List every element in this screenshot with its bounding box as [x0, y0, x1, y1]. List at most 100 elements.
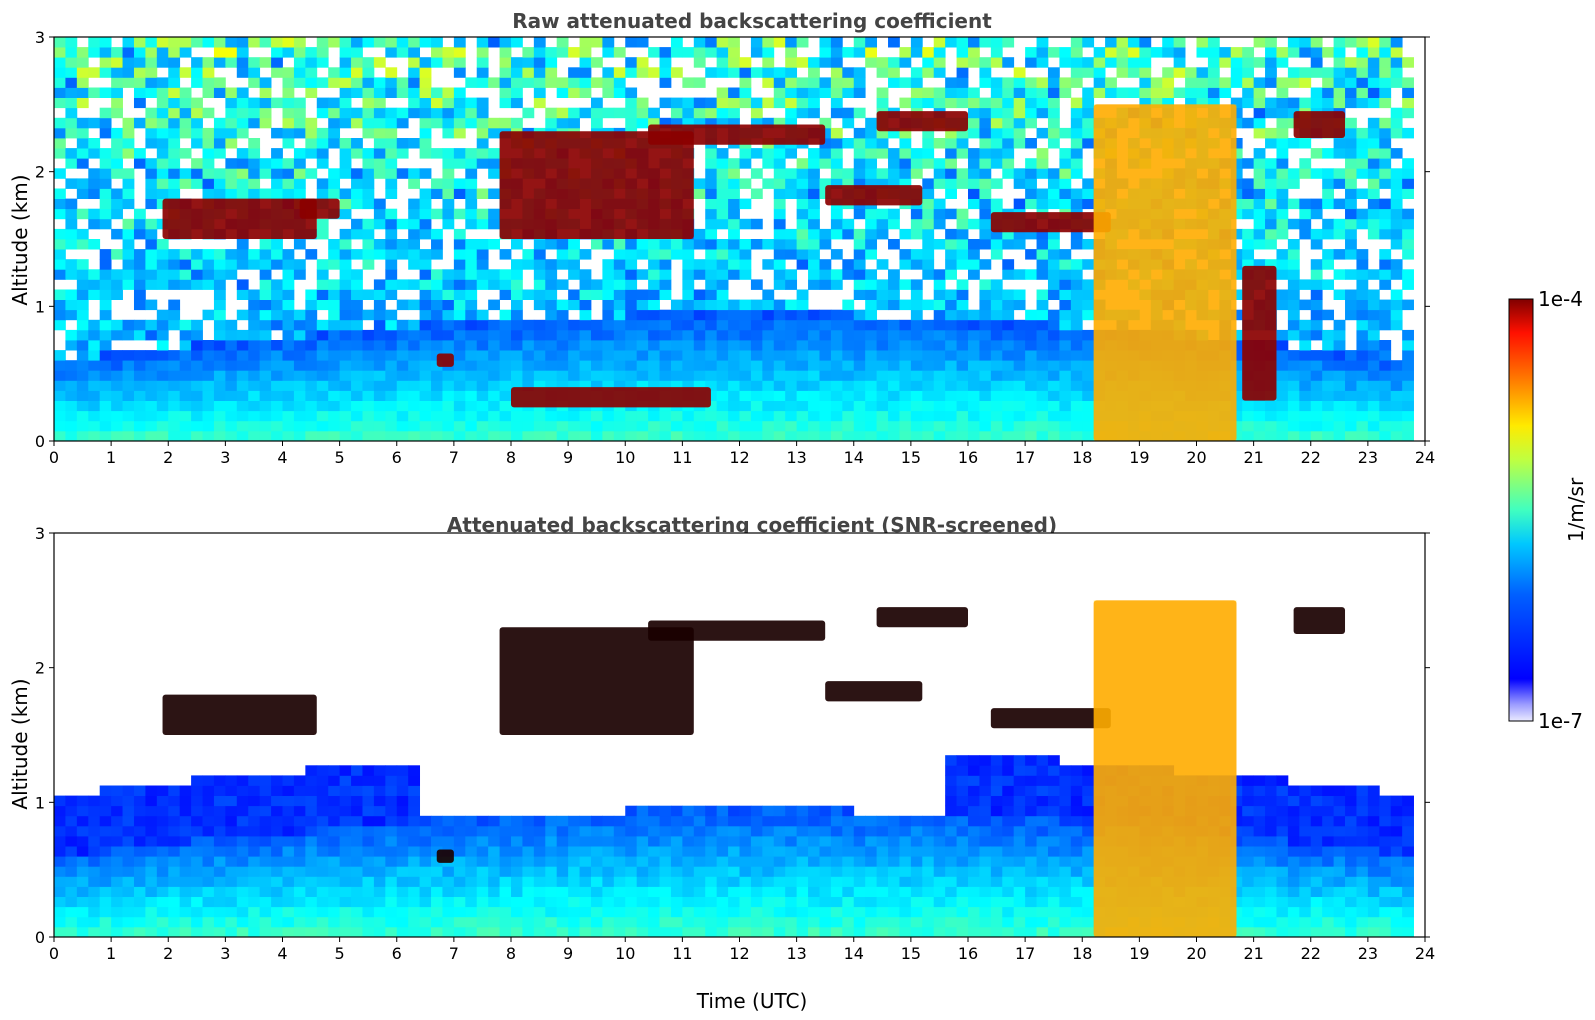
raw-cell	[773, 299, 786, 311]
raw-cell	[568, 299, 580, 311]
raw-cell	[1093, 87, 1106, 98]
screened-cell	[556, 856, 569, 867]
raw-cell	[865, 279, 878, 290]
raw-cell	[1390, 218, 1403, 230]
screened-cell	[865, 866, 878, 877]
raw-cell	[1265, 410, 1277, 422]
raw-cell	[373, 420, 386, 432]
raw-cell	[750, 188, 763, 199]
screened-cell	[785, 846, 798, 857]
raw-cell	[156, 319, 169, 331]
raw-cell	[1002, 340, 1015, 351]
raw-cell	[1265, 138, 1277, 149]
raw-cell	[111, 249, 123, 260]
screened-cell	[225, 916, 238, 928]
screened-cell	[728, 886, 740, 897]
screened-cell	[602, 815, 615, 827]
raw-cell	[796, 360, 809, 371]
raw-cell	[282, 168, 295, 179]
raw-cell	[88, 178, 101, 189]
raw-cell	[1402, 269, 1414, 280]
raw-cell	[476, 67, 489, 78]
screened-cell	[213, 916, 226, 928]
raw-cell	[739, 319, 752, 331]
raw-cell	[1390, 390, 1403, 401]
screened-cell	[305, 886, 318, 897]
screened-cell	[316, 926, 329, 938]
screened-cell	[511, 866, 523, 877]
raw-cell	[339, 57, 352, 68]
screened-cell	[682, 916, 695, 928]
raw-cell	[1379, 97, 1392, 109]
raw-cell	[1047, 228, 1060, 240]
raw-cell	[842, 410, 855, 422]
raw-cell	[979, 370, 992, 381]
raw-cell	[1402, 380, 1414, 391]
raw-cell	[979, 138, 992, 149]
screened-cell	[282, 846, 295, 857]
raw-cell	[545, 370, 558, 381]
raw-cell	[1253, 77, 1266, 88]
raw-cell	[1379, 430, 1392, 442]
raw-cell	[156, 127, 169, 139]
raw-cell	[979, 127, 992, 139]
raw-cell	[968, 249, 980, 260]
raw-cell	[1002, 329, 1015, 341]
raw-cell	[659, 370, 672, 381]
raw-cell	[328, 249, 341, 260]
raw-cell	[545, 47, 558, 58]
screened-cell	[888, 825, 900, 837]
screened-cell	[533, 825, 546, 837]
screened-cell	[453, 876, 466, 887]
raw-cell	[145, 168, 158, 179]
screened-cell	[522, 876, 535, 887]
raw-cell	[705, 228, 718, 240]
raw-cell	[133, 87, 146, 98]
raw-cell	[133, 57, 146, 68]
screened-cell	[122, 926, 135, 938]
raw-cell	[1322, 67, 1335, 78]
raw-cell	[156, 47, 169, 58]
raw-cell	[259, 390, 272, 401]
raw-cell	[785, 400, 798, 412]
screened-cell	[842, 876, 855, 887]
raw-cell	[1047, 430, 1060, 442]
raw-cell	[922, 47, 935, 58]
raw-cell	[956, 168, 969, 179]
raw-cell	[1390, 380, 1403, 391]
screened-cell	[54, 886, 66, 897]
raw-cell	[1196, 97, 1209, 109]
raw-cell	[1356, 158, 1369, 169]
raw-cell	[191, 380, 203, 391]
raw-cell	[179, 249, 192, 260]
raw-cell	[1299, 37, 1312, 48]
screened-cell	[853, 846, 866, 857]
raw-cell	[202, 360, 215, 371]
raw-cell	[1025, 390, 1037, 401]
raw-cell	[636, 57, 649, 68]
raw-cell	[739, 340, 752, 351]
raw-cell	[373, 218, 386, 230]
raw-cell	[533, 360, 546, 371]
raw-cell	[453, 400, 466, 412]
raw-cell	[1299, 218, 1312, 230]
raw-cell	[1230, 178, 1243, 189]
raw-cell	[579, 47, 592, 58]
raw-cell	[922, 239, 935, 250]
raw-cell	[705, 329, 718, 341]
raw-cell	[1390, 309, 1403, 321]
raw-cell	[373, 138, 386, 149]
raw-cell	[328, 138, 341, 149]
screened-heatmap	[54, 533, 1425, 938]
raw-cell	[488, 340, 500, 351]
raw-cell	[819, 350, 832, 361]
screened-cell	[168, 886, 181, 897]
raw-cell	[533, 249, 546, 260]
raw-cell	[442, 380, 455, 391]
screened-cell	[888, 896, 900, 908]
raw-cell	[1322, 218, 1335, 230]
raw-cell	[590, 57, 603, 68]
screened-cell	[373, 856, 386, 867]
raw-cell	[1402, 127, 1414, 139]
raw-cell	[168, 430, 181, 442]
